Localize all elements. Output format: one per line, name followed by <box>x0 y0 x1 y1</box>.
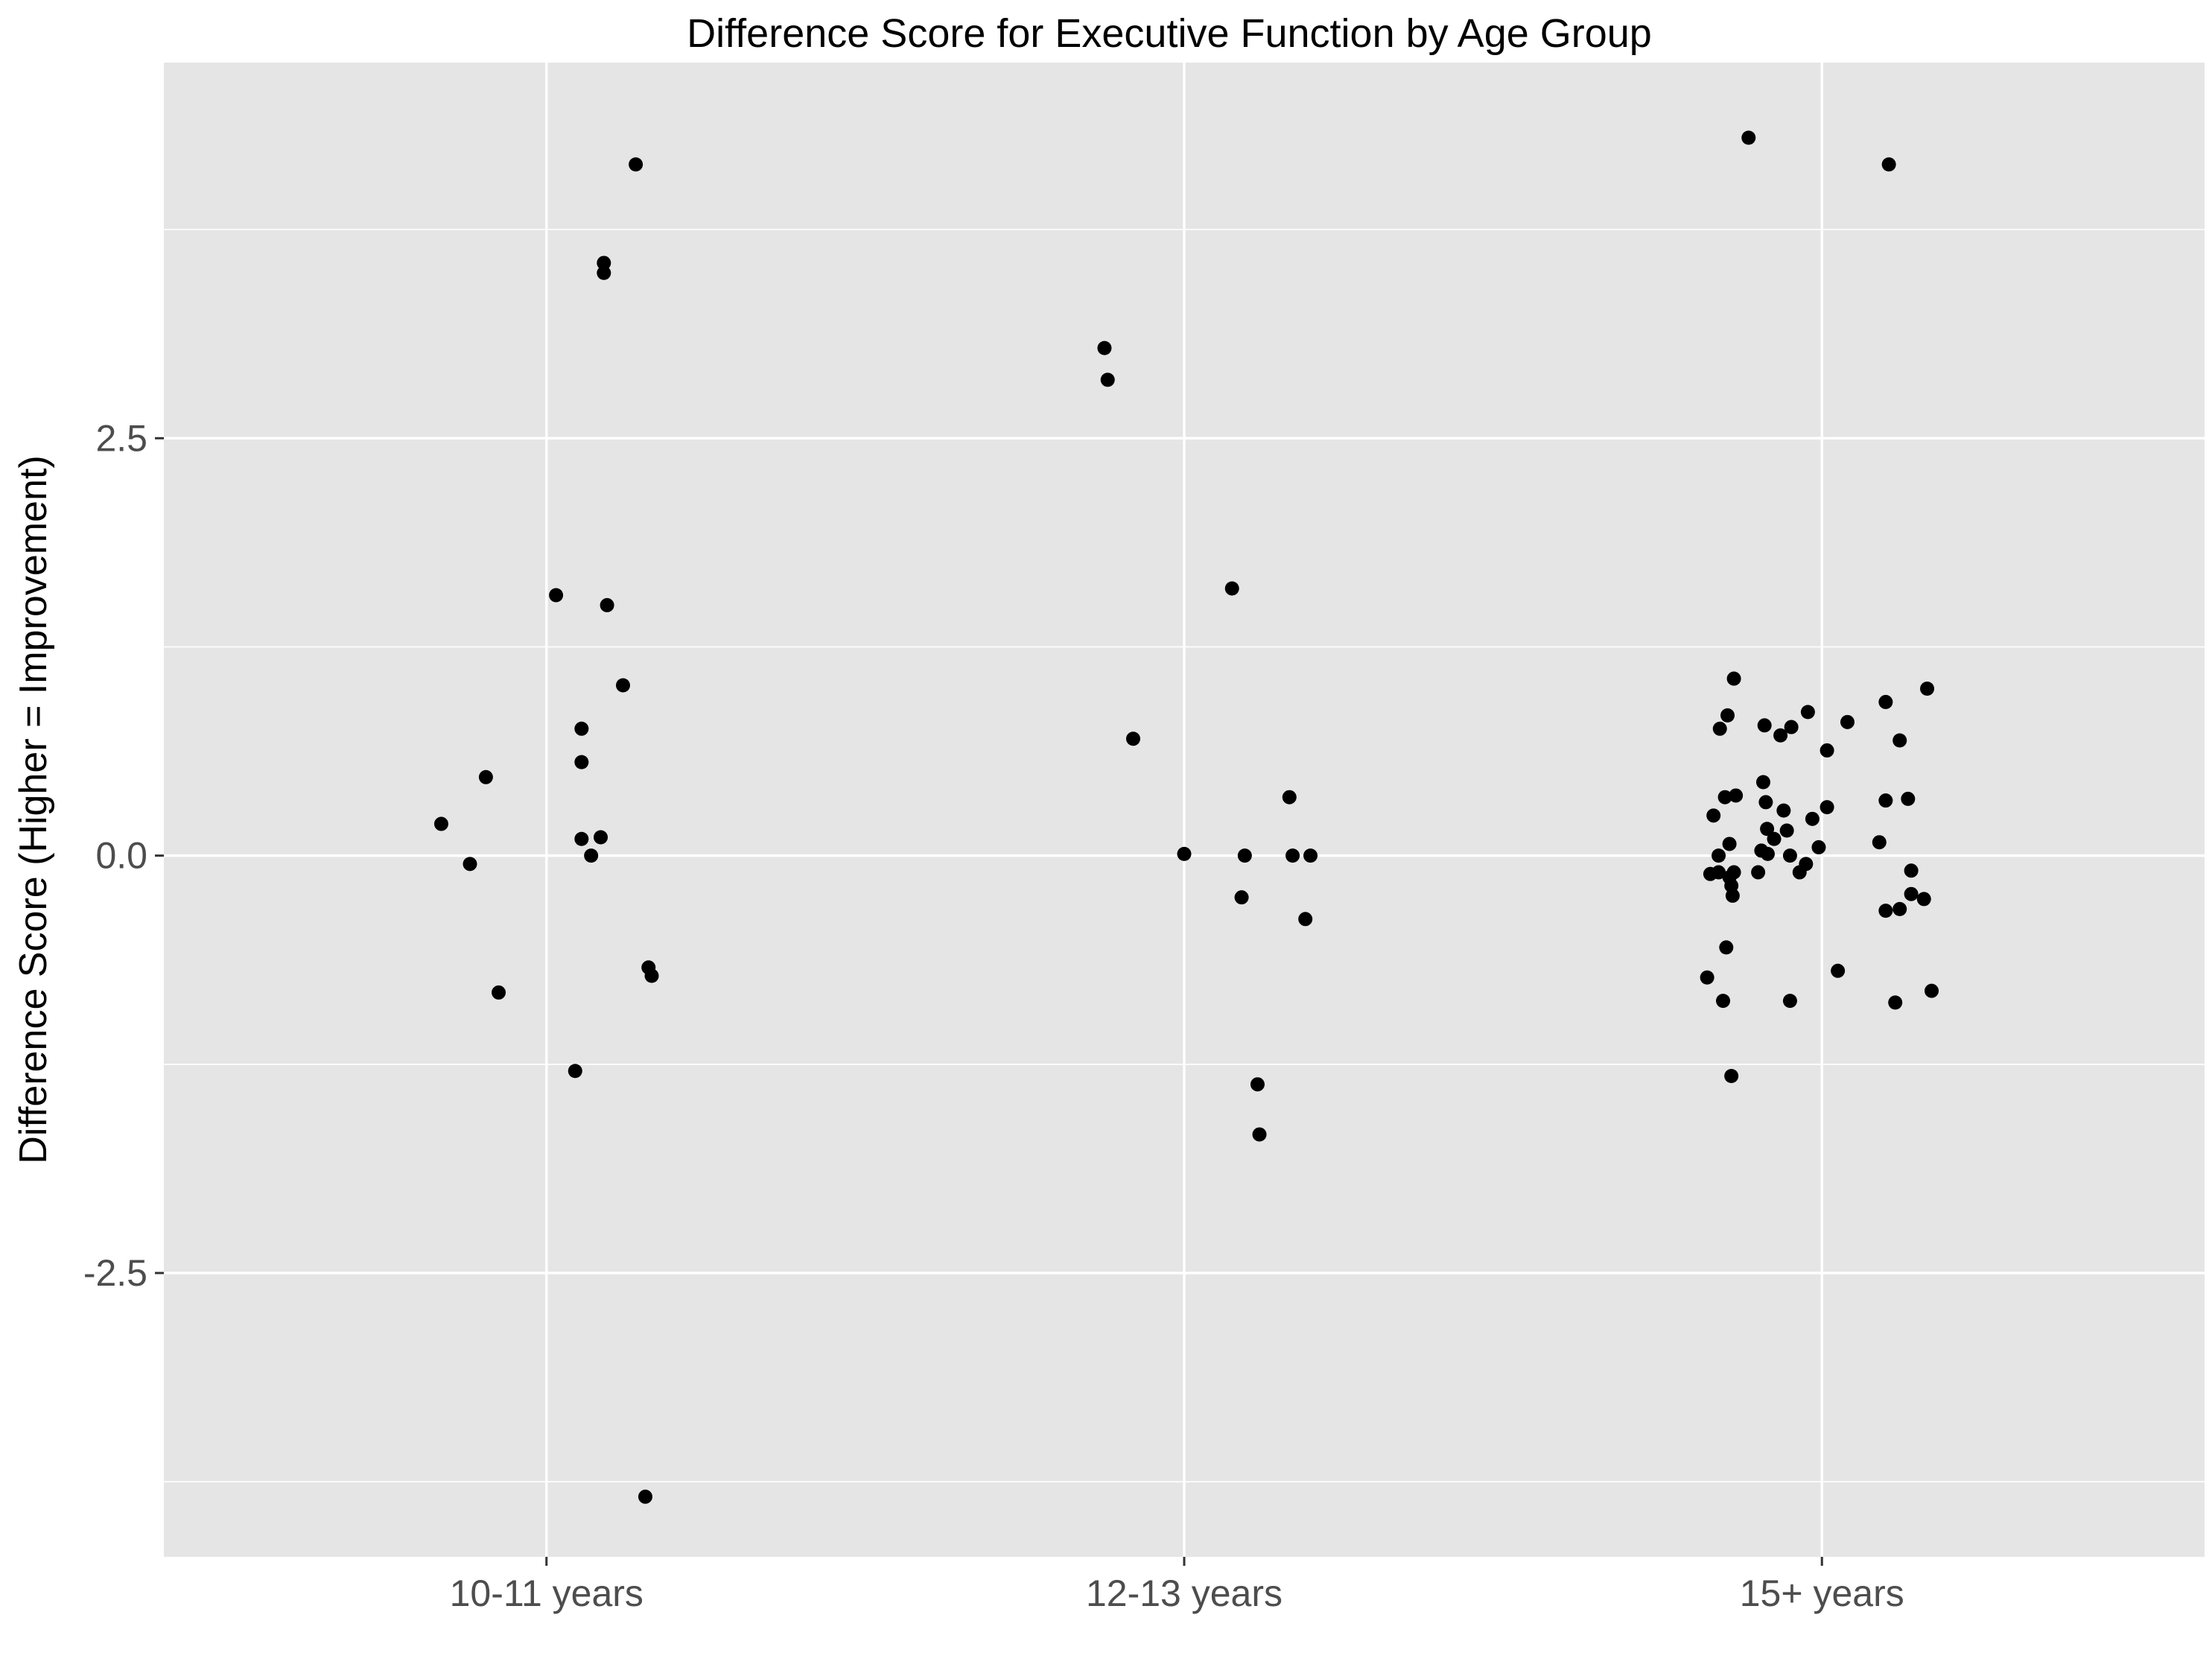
data-point <box>1916 892 1931 907</box>
data-point <box>1784 720 1799 734</box>
data-point <box>1811 840 1826 854</box>
data-point <box>1097 340 1112 355</box>
data-point <box>1706 808 1721 823</box>
data-point <box>1252 1127 1267 1142</box>
data-point <box>1925 983 1939 998</box>
data-point <box>1100 372 1115 387</box>
data-point <box>1878 793 1893 808</box>
data-point <box>1760 846 1775 861</box>
data-point <box>1888 995 1903 1010</box>
data-point <box>1758 795 1773 810</box>
data-point <box>594 830 608 845</box>
data-point <box>1724 1068 1739 1083</box>
data-point <box>1820 743 1834 758</box>
data-point <box>492 985 506 1000</box>
data-point <box>1285 848 1300 863</box>
data-point <box>638 1489 652 1504</box>
data-point <box>1755 775 1770 790</box>
data-point <box>1237 848 1252 863</box>
data-point <box>1712 865 1726 880</box>
data-point <box>1872 835 1887 850</box>
data-point <box>1712 721 1727 736</box>
data-point <box>574 831 589 846</box>
data-point <box>1751 865 1766 880</box>
y-tick-label: -2.5 <box>83 1252 147 1294</box>
data-point <box>1722 837 1737 851</box>
data-point <box>1298 912 1313 927</box>
y-axis-title: Difference Score (Higher = Improvement) <box>12 455 55 1164</box>
data-point <box>1820 800 1834 815</box>
data-point <box>597 265 611 280</box>
data-point <box>568 1064 582 1079</box>
data-point <box>1177 846 1192 861</box>
data-point <box>1878 694 1893 709</box>
data-point <box>644 968 659 983</box>
data-point <box>1741 130 1756 145</box>
data-points <box>433 130 1939 1504</box>
data-point <box>1303 848 1318 863</box>
data-point <box>1725 888 1740 903</box>
data-point <box>478 769 493 784</box>
y-axis: -2.5 0.0 2.5 <box>83 417 164 1294</box>
data-point <box>1726 671 1741 686</box>
data-point <box>574 721 589 736</box>
data-point <box>629 157 643 172</box>
data-point <box>1282 790 1297 804</box>
y-tick-label: 0.0 <box>95 835 147 877</box>
chart-title: Difference Score for Executive Function … <box>687 11 1652 56</box>
data-point <box>597 256 611 270</box>
y-tick-label: 2.5 <box>95 417 147 459</box>
data-point <box>463 857 477 872</box>
data-point <box>1760 822 1775 837</box>
data-point <box>1800 705 1815 720</box>
data-point <box>1767 831 1782 846</box>
data-point <box>1224 581 1239 596</box>
data-point <box>549 588 564 603</box>
data-point <box>584 848 599 863</box>
data-point <box>1920 682 1935 696</box>
data-point <box>574 755 589 769</box>
data-point <box>1712 848 1726 863</box>
data-point <box>1716 994 1731 1009</box>
data-point <box>1904 886 1919 901</box>
data-point <box>1782 848 1797 863</box>
data-point <box>1840 714 1855 729</box>
data-point <box>1250 1077 1265 1092</box>
data-point <box>1881 157 1896 172</box>
data-point <box>1901 791 1916 806</box>
x-tick-label: 10-11 years <box>450 1572 643 1614</box>
data-point <box>1799 857 1814 872</box>
data-point <box>1773 728 1788 743</box>
data-point <box>600 597 614 612</box>
data-point <box>1892 901 1907 916</box>
x-tick-label: 15+ years <box>1740 1572 1904 1614</box>
data-point <box>1892 733 1907 748</box>
data-point <box>1779 823 1794 838</box>
data-point <box>1805 811 1820 826</box>
data-point <box>1720 708 1735 723</box>
data-point <box>1717 790 1732 804</box>
x-tick-label: 12-13 years <box>1086 1572 1283 1614</box>
data-point <box>1234 890 1249 905</box>
x-axis: 10-11 years 12-13 years 15+ years <box>450 1557 1904 1614</box>
data-point <box>1726 865 1741 880</box>
data-point <box>1729 788 1744 803</box>
data-point <box>1782 994 1797 1009</box>
data-point <box>1878 904 1893 918</box>
data-point <box>1831 963 1846 978</box>
data-point <box>1776 803 1791 818</box>
data-point <box>433 816 448 831</box>
data-point <box>616 678 630 693</box>
data-point <box>1757 718 1772 733</box>
data-point <box>1126 731 1140 746</box>
data-point <box>1719 940 1734 955</box>
data-point <box>1700 970 1714 985</box>
data-point <box>1904 863 1919 878</box>
